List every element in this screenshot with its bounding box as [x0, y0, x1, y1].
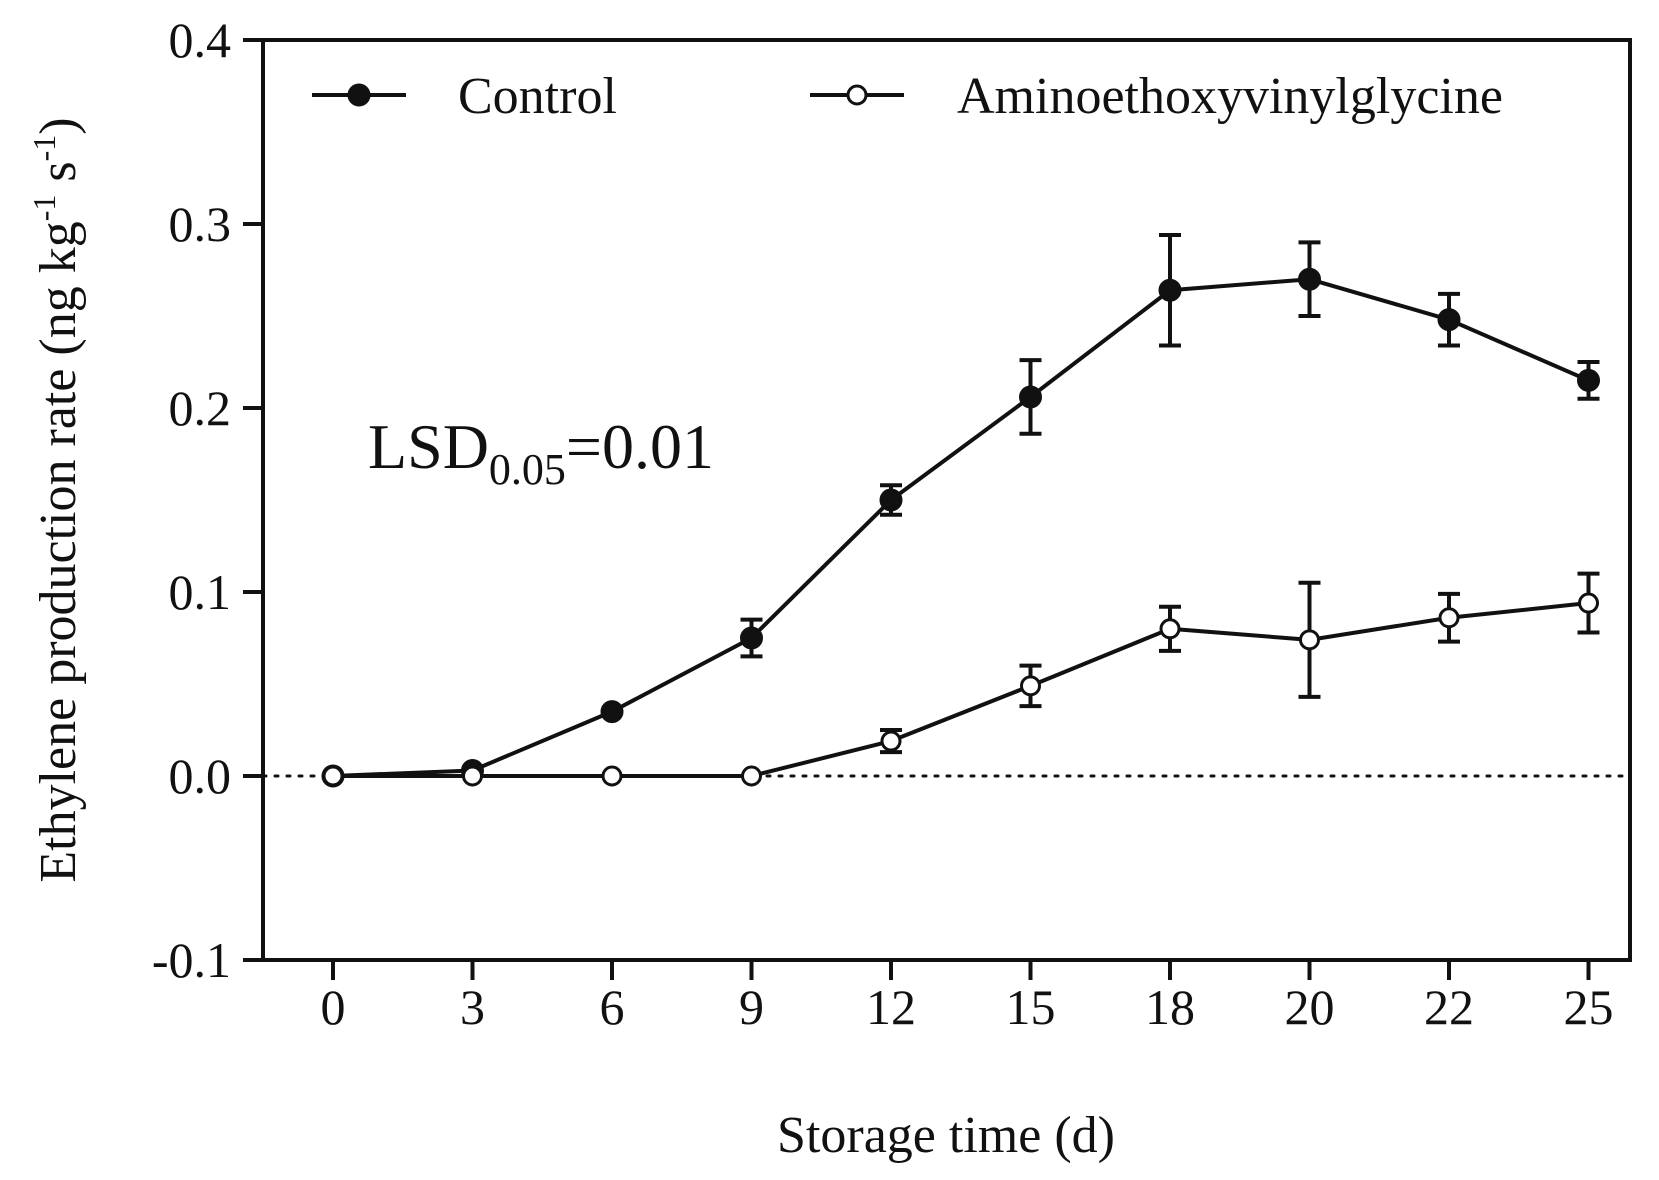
series-line-control: [332, 277, 1590, 778]
y-tick-label: 0.2: [169, 380, 232, 436]
y-axis: -0.1 0.0 0.1 0.2 0.3 0.4: [152, 12, 263, 988]
data-point-control: [879, 488, 903, 512]
y-tick-label: 0.4: [169, 12, 232, 68]
data-point-aminoethoxyvinylglycine: [880, 730, 902, 752]
legend-marker-aminoethoxyvinylglycine: [846, 84, 868, 106]
series-layer: [321, 233, 1600, 788]
series-aminoethoxyvinylglycine: [322, 571, 1600, 787]
x-tick-label: 15: [1006, 979, 1056, 1035]
x-tick-label: 9: [739, 979, 764, 1035]
data-point-control: [1577, 368, 1600, 392]
y-axis-title-suffix: ): [30, 117, 87, 134]
data-point-aminoethoxyvinylglycine: [1159, 618, 1181, 640]
data-point-aminoethoxyvinylglycine: [601, 765, 623, 787]
x-axis: 0 3 6 9 12 15 18 20 22 25: [321, 960, 1614, 1035]
data-point-aminoethoxyvinylglycine: [741, 765, 762, 787]
data-point-control: [1158, 278, 1182, 302]
y-axis-title: Ethylene production rate (ng kg-1 s-1): [26, 117, 87, 882]
x-tick-label: 12: [866, 979, 916, 1035]
y-tick-label: -0.1: [152, 932, 231, 988]
legend-label-aminoethoxyvinylglycine: Aminoethoxyvinylglycine: [957, 68, 1503, 125]
x-tick-label: 22: [1424, 979, 1474, 1035]
legend: Control Aminoethoxyvinylglycine: [312, 68, 1503, 125]
series-line-aminoethoxyvinylglycine: [333, 601, 1589, 778]
data-point-aminoethoxyvinylglycine: [1578, 592, 1599, 614]
legend-marker-control: [347, 83, 371, 107]
y-tick-label: 0.0: [169, 748, 232, 804]
y-axis-title-prefix: Ethylene production rate (ng kg: [30, 221, 87, 882]
lsd-annotation: LSD0.05=0.01: [368, 411, 714, 494]
x-tick-label: 0: [321, 979, 346, 1035]
x-tick-label: 3: [460, 979, 485, 1035]
lsd-annotation-main: LSD: [368, 411, 489, 482]
data-point-aminoethoxyvinylglycine: [322, 765, 344, 787]
data-point-aminoethoxyvinylglycine: [462, 765, 483, 787]
series-control: [321, 233, 1600, 788]
x-axis-title: Storage time (d): [777, 1107, 1115, 1164]
y-axis-title-mid: s: [30, 161, 87, 194]
data-point-control: [1019, 385, 1042, 409]
y-tick-label: 0.3: [169, 196, 232, 252]
data-point-aminoethoxyvinylglycine: [1020, 675, 1041, 697]
y-tick-label: 0.1: [169, 564, 232, 620]
lsd-annotation-subscript: 0.05: [489, 445, 566, 494]
data-point-control: [1437, 308, 1461, 332]
y-axis-title-sup1: -1: [26, 195, 62, 222]
data-point-aminoethoxyvinylglycine: [1299, 629, 1320, 651]
x-tick-label: 25: [1564, 979, 1614, 1035]
data-point-control: [600, 700, 624, 724]
plot-frame: [261, 38, 1632, 962]
lsd-annotation-value: =0.01: [566, 411, 714, 482]
data-point-control: [1298, 267, 1321, 291]
data-point-aminoethoxyvinylglycine: [1438, 607, 1460, 629]
legend-label-control: Control: [458, 68, 617, 125]
data-point-control: [740, 626, 763, 650]
x-tick-label: 18: [1145, 979, 1195, 1035]
x-tick-label: 6: [600, 979, 625, 1035]
x-tick-label: 20: [1285, 979, 1335, 1035]
y-axis-title-sup2: -1: [26, 135, 62, 162]
